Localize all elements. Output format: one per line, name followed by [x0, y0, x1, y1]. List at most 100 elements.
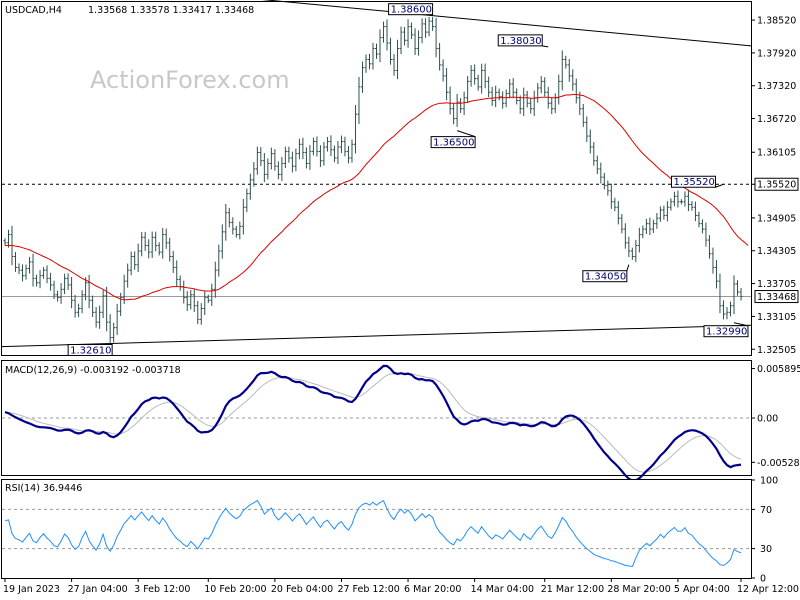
moving-average-line	[5, 94, 749, 301]
price-bar	[620, 214, 624, 234]
rsi-y-tick-label: 100	[760, 476, 778, 487]
price-bar	[133, 251, 137, 270]
price-bar	[424, 18, 428, 38]
price-bar	[581, 104, 585, 128]
price-bar	[59, 283, 63, 304]
price-bar	[627, 236, 631, 258]
price-y-tick-label: 1.36105	[757, 148, 796, 159]
price-bar	[522, 87, 526, 117]
price-bar	[231, 217, 235, 235]
price-bar	[45, 265, 49, 284]
price-bar	[399, 26, 403, 55]
price-bar	[560, 50, 564, 91]
price-bar	[94, 306, 98, 328]
price-bar	[494, 85, 498, 108]
price-bar	[280, 156, 284, 181]
price-bar	[707, 235, 711, 259]
price-bar	[56, 290, 60, 302]
price-bar	[161, 227, 165, 259]
price-bar	[592, 142, 596, 166]
price-bar	[283, 146, 287, 169]
macd-y-tick-label: -0.005286	[757, 458, 800, 469]
price-bar	[728, 301, 732, 317]
price-bar	[483, 63, 487, 89]
x-tick-label: 19 Jan 2023	[3, 584, 60, 595]
price-bar	[17, 263, 21, 275]
price-bar	[136, 243, 140, 273]
x-tick-label: 20 Feb 04:00	[271, 584, 333, 595]
price-bar	[413, 28, 417, 56]
price-bar	[480, 63, 484, 94]
price-bar	[693, 201, 697, 222]
price-bar	[490, 86, 494, 106]
price-bar	[655, 213, 659, 229]
price-bar	[210, 283, 214, 306]
price-bar	[119, 292, 123, 316]
price-bar	[469, 65, 473, 87]
x-tick-label: 28 Mar 20:00	[607, 584, 670, 595]
price-annotation: 1.38600	[388, 3, 434, 16]
price-bar	[371, 42, 375, 70]
price-bar	[339, 135, 343, 154]
price-bar	[739, 288, 743, 301]
macd-panel: MACD(12,26,9) -0.003192 -0.003718 0.0058…	[1, 360, 800, 482]
price-bar	[304, 147, 308, 169]
price-bar	[28, 256, 32, 274]
price-bar	[98, 305, 102, 329]
price-bar	[609, 183, 613, 209]
price-bar	[24, 264, 28, 280]
price-bar	[406, 19, 410, 48]
price-bar	[662, 205, 666, 220]
price-bar	[714, 260, 718, 289]
price-bar	[73, 294, 77, 318]
price-bar	[297, 138, 301, 160]
price-bar	[315, 136, 319, 157]
chart-symbol: USDCAD,H4	[5, 5, 62, 16]
price-bar	[273, 149, 277, 171]
price-bar	[224, 203, 228, 241]
price-bar	[410, 22, 414, 40]
price-bar	[459, 97, 463, 113]
price-y-tick-label: 1.33105	[757, 312, 796, 323]
price-bar	[332, 145, 336, 163]
price-bar	[550, 97, 554, 115]
price-bar	[38, 270, 42, 289]
price-bar	[574, 78, 578, 104]
price-bar	[529, 98, 533, 114]
rsi-y-tick-label: 30	[760, 544, 772, 555]
price-bar	[346, 146, 350, 164]
price-bar	[392, 54, 396, 76]
price-bar	[126, 263, 130, 288]
price-annotation: 1.35520	[670, 175, 724, 188]
price-bar	[364, 54, 368, 73]
price-y-tick-label: 1.34305	[757, 246, 796, 257]
price-bar	[318, 145, 322, 167]
price-bar	[70, 276, 74, 309]
price-axis-tag-box	[754, 290, 799, 304]
price-bar	[91, 295, 95, 317]
annotation-box	[582, 270, 628, 283]
price-bar	[164, 228, 168, 249]
price-bar	[150, 231, 154, 258]
price-bars	[3, 16, 743, 346]
price-bar	[389, 37, 393, 65]
price-bar	[508, 79, 512, 99]
annotation-label: 1.38600	[391, 5, 432, 16]
price-annotation: 1.32610	[67, 343, 113, 357]
annotation-leader	[715, 183, 724, 188]
price-bar	[301, 137, 305, 160]
price-bar	[325, 137, 329, 152]
price-bar	[497, 88, 501, 101]
price-bar	[385, 19, 389, 51]
price-bar	[679, 199, 683, 205]
time-axis: 19 Jan 2023 27 Jan 04:00 3 Feb 12:00 10 Feb…	[3, 578, 799, 595]
price-bar	[375, 43, 379, 59]
price-bar	[448, 86, 452, 115]
price-bar	[220, 224, 224, 259]
price-bar	[665, 201, 669, 222]
price-y-tick-label: 1.37320	[757, 81, 796, 92]
price-bar	[52, 280, 56, 300]
rsi-y-tick-label: 0	[760, 574, 766, 585]
moving-average	[5, 94, 749, 301]
